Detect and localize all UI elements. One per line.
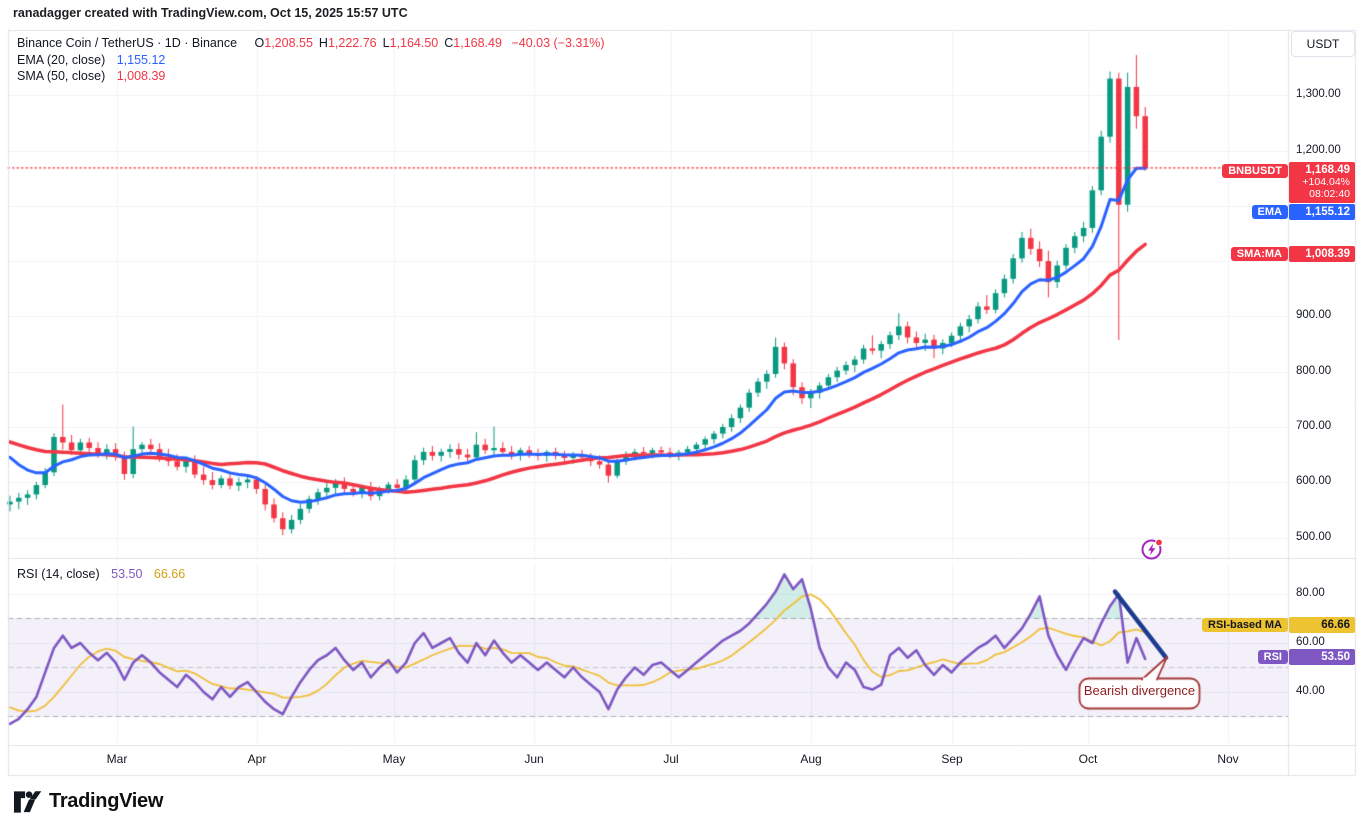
lightning-alert-icon[interactable] xyxy=(1140,537,1164,561)
symbol-price-block: 1,168.49 +104.04% 08:02:40 xyxy=(1289,161,1355,203)
rsi-ma-badge: RSI-based MA xyxy=(1202,617,1288,632)
ohlc-item: H1,222.76 xyxy=(318,36,377,50)
price-axis-label: 700.00 xyxy=(1296,420,1332,432)
currency-label: USDT xyxy=(1306,37,1340,51)
time-axis-month-label: Mar xyxy=(106,752,128,766)
ema-value: 1,155.12 xyxy=(116,52,166,67)
attribution-text: ranadagger created with TradingView.com,… xyxy=(13,6,408,20)
ohlc-item: O1,208.55 xyxy=(254,36,313,50)
symbol-title: Binance Coin / TetherUS · 1D · Binance xyxy=(17,36,238,50)
rsi-badge: RSI xyxy=(1257,649,1288,664)
time-axis-month-label: Jul xyxy=(663,752,679,766)
time-axis-month-label: Jun xyxy=(524,752,544,766)
lightning-bolt-icon xyxy=(1141,538,1163,560)
change-value: −40.03 (−3.31%) xyxy=(511,36,605,50)
sma-value: 1,008.39 xyxy=(116,69,166,83)
sma-value-block: 1,008.39 xyxy=(1289,246,1355,263)
time-axis-month-label: Sep xyxy=(941,752,963,766)
rsi-value-block: 53.50 xyxy=(1289,648,1355,665)
price-axis-label: 1,300.00 xyxy=(1296,88,1341,101)
time-axis-month-label: Nov xyxy=(1217,752,1239,766)
ema-value-block: 1,155.12 xyxy=(1289,203,1355,220)
price-axis-label: 1,200.00 xyxy=(1296,143,1341,156)
rsi-ma-value-block: 66.66 xyxy=(1289,616,1355,633)
sma-badge: SMA:MA xyxy=(1230,247,1288,262)
rsi-legend[interactable]: RSI (14, close) 53.50 66.66 xyxy=(17,567,185,581)
rsi-axis-label: 80.00 xyxy=(1296,587,1325,599)
time-axis-month-label: May xyxy=(382,752,406,766)
time-axis-month-label: Apr xyxy=(247,752,267,766)
rsi-name: RSI (14, close) xyxy=(17,567,100,581)
last-price: 1,168.49 xyxy=(1305,163,1350,176)
tradingview-logo[interactable]: TradingView xyxy=(13,789,163,814)
rsi-value: 53.50 xyxy=(111,567,143,581)
tradingview-mark-icon xyxy=(13,791,42,813)
time-axis-month-label: Oct xyxy=(1078,752,1098,766)
rsi-axis-label: 60.00 xyxy=(1296,636,1325,648)
time-axis-month-label: Aug xyxy=(800,752,822,766)
sma-legend-row: SMA (50, close) 1,008.39 xyxy=(17,68,605,85)
bar-countdown: 08:02:40 xyxy=(1309,188,1350,201)
ema-badge: EMA xyxy=(1251,204,1288,219)
price-axis-label: 500.00 xyxy=(1296,530,1332,543)
price-axis-label: 900.00 xyxy=(1296,309,1332,322)
brand-text: TradingView xyxy=(49,790,164,812)
ohlc-item: L1,164.50 xyxy=(382,36,439,50)
change-percent: +104.04% xyxy=(1302,175,1350,188)
ohlc-item: C1,168.49 xyxy=(444,36,502,50)
ema-name: EMA (20, close) xyxy=(17,52,106,67)
chart-legend[interactable]: Binance Coin / TetherUS · 1D · Binance O… xyxy=(17,35,605,85)
ohlc-values: O1,208.55 H1,222.76 L1,164.50 C1,168.49 xyxy=(249,36,502,50)
symbol-legend-row: Binance Coin / TetherUS · 1D · Binance O… xyxy=(17,35,605,52)
currency-toggle-button[interactable]: USDT xyxy=(1291,31,1355,57)
rsi-ma-value: 66.66 xyxy=(153,567,186,581)
rsi-axis-label: 40.00 xyxy=(1296,685,1325,697)
bearish-divergence-callout[interactable]: Bearish divergence xyxy=(1083,683,1196,698)
sma-name: SMA (50, close) xyxy=(17,69,106,83)
symbol-price-badge: BNBUSDT xyxy=(1222,163,1288,178)
ema-legend-row: EMA (20, close) 1,155.12 xyxy=(17,52,605,69)
price-axis-label: 600.00 xyxy=(1296,475,1332,488)
price-axis-label: 800.00 xyxy=(1296,364,1332,377)
